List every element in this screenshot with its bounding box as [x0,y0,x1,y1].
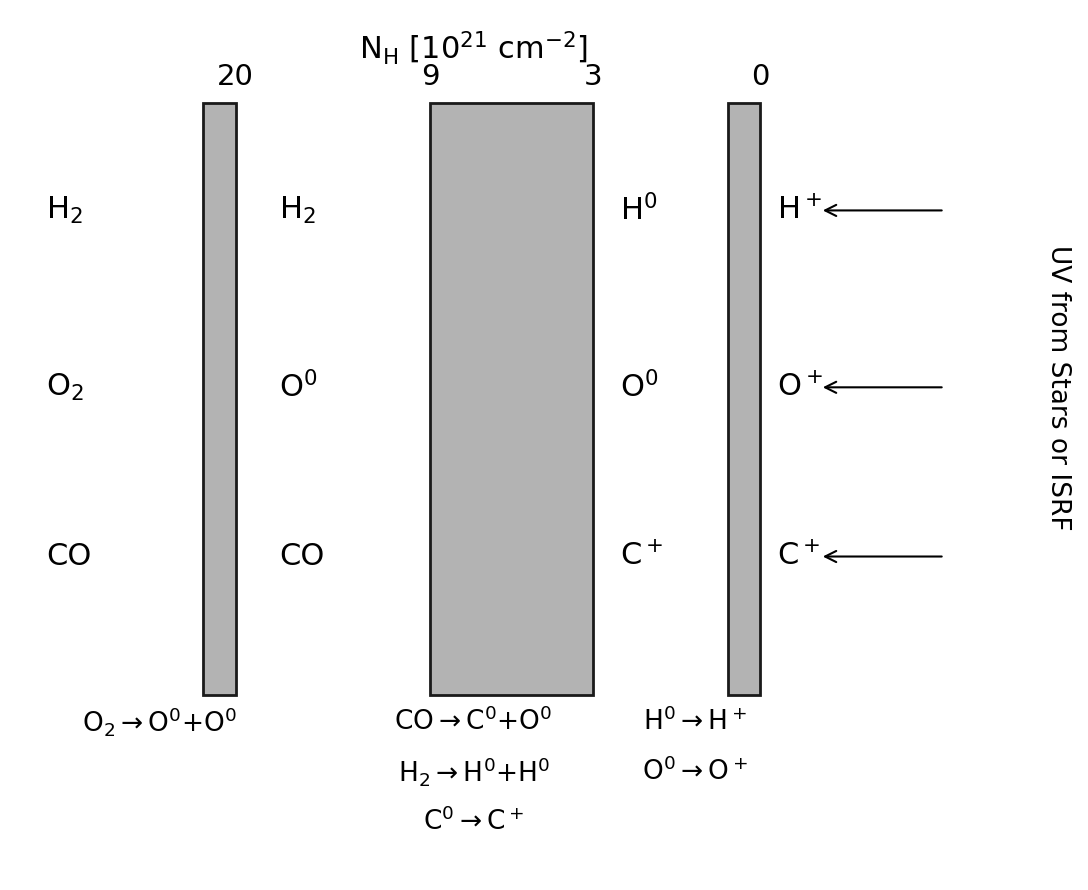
Text: O$^0$: O$^0$ [620,371,658,403]
Text: 9: 9 [421,63,440,91]
Bar [728,102,761,695]
Text: UV from Stars or ISRF: UV from Stars or ISRF [1046,245,1072,530]
Bar [203,102,235,695]
Text: H$^0$: H$^0$ [620,194,657,227]
Text: 0: 0 [752,63,769,91]
Text: N$_{\rm H}$ [10$^{21}$ cm$^{-2}$]: N$_{\rm H}$ [10$^{21}$ cm$^{-2}$] [359,29,588,68]
Text: H$_2$: H$_2$ [279,195,316,226]
Text: H$^0$$\rightarrow$H$^+$: H$^0$$\rightarrow$H$^+$ [643,708,747,736]
Text: H$^+$: H$^+$ [777,196,821,225]
Text: O$_2$: O$_2$ [46,372,84,403]
Text: CO$\rightarrow$C$^0$+O$^0$: CO$\rightarrow$C$^0$+O$^0$ [395,708,553,736]
Text: CO: CO [279,542,324,571]
Text: CO: CO [46,542,91,571]
Bar [431,102,593,695]
Text: C$^+$: C$^+$ [777,542,820,571]
Text: 20: 20 [218,63,254,91]
Text: O$_2$$\rightarrow$O$^0$+O$^0$: O$_2$$\rightarrow$O$^0$+O$^0$ [83,706,237,739]
Text: 3: 3 [583,63,602,91]
Text: O$^0$: O$^0$ [279,371,318,403]
Text: C$^+$: C$^+$ [620,542,664,571]
Text: O$^+$: O$^+$ [777,373,823,402]
Text: H$_2$$\rightarrow$H$^0$+H$^0$: H$_2$$\rightarrow$H$^0$+H$^0$ [397,756,549,789]
Text: O$^0$$\rightarrow$O$^+$: O$^0$$\rightarrow$O$^+$ [643,757,749,786]
Text: C$^0$$\rightarrow$C$^+$: C$^0$$\rightarrow$C$^+$ [423,807,524,836]
Text: H$_2$: H$_2$ [46,195,83,226]
